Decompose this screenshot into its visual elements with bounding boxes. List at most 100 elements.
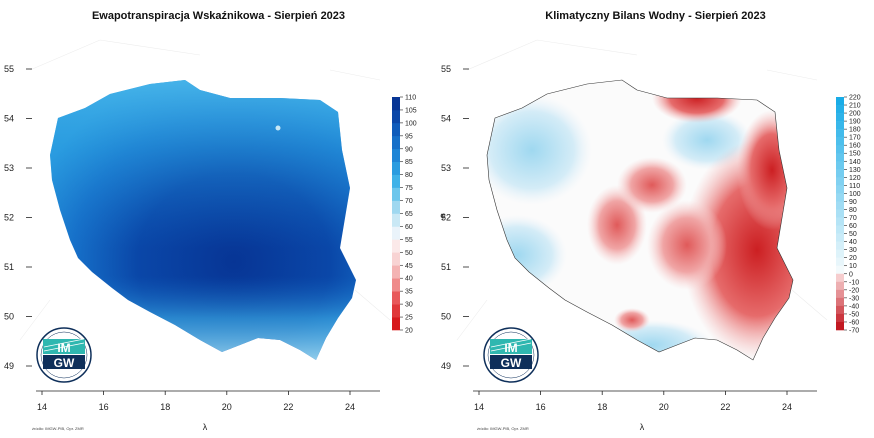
legend-label: 220 bbox=[849, 95, 861, 102]
x-tick-label: 14 bbox=[37, 402, 47, 412]
legend-label: 20 bbox=[405, 328, 413, 335]
legend-swatch bbox=[836, 289, 844, 299]
legend-swatch bbox=[836, 121, 844, 130]
legend-swatch bbox=[392, 265, 400, 279]
legend-label: -20 bbox=[849, 287, 859, 294]
logo-line1: IM bbox=[504, 341, 517, 355]
legend-label: 180 bbox=[849, 127, 861, 134]
legend-label: 200 bbox=[849, 111, 861, 118]
legend-swatch bbox=[836, 185, 844, 194]
legend-label: 210 bbox=[849, 103, 861, 110]
legend-swatch bbox=[392, 174, 400, 188]
legend-label: 170 bbox=[849, 135, 861, 142]
legend-swatch bbox=[392, 135, 400, 150]
logo-line2: GW bbox=[501, 356, 522, 370]
legend-label: 40 bbox=[405, 276, 413, 283]
legend-swatch bbox=[836, 169, 844, 178]
legend-swatch bbox=[836, 217, 844, 226]
legend-swatch bbox=[836, 297, 844, 307]
legend-label: 35 bbox=[405, 289, 413, 296]
x-tick-label: 14 bbox=[474, 402, 484, 412]
legend-label: 25 bbox=[405, 315, 413, 322]
legend-swatch bbox=[836, 105, 844, 114]
x-tick-label: 16 bbox=[99, 402, 109, 412]
legend-label: -50 bbox=[849, 311, 859, 318]
y-tick-label: 51 bbox=[441, 262, 451, 272]
legend-swatch bbox=[392, 278, 400, 292]
legend-label: 110 bbox=[849, 183, 860, 190]
legend-swatch bbox=[392, 187, 400, 201]
legend-label: -30 bbox=[849, 295, 859, 302]
legend-label: 30 bbox=[405, 302, 413, 309]
legend-label: 190 bbox=[849, 119, 861, 126]
legend-swatch bbox=[392, 148, 400, 163]
legend-swatch bbox=[392, 109, 400, 124]
legend-label: 50 bbox=[405, 250, 413, 257]
left-credit: źródło: IMGW-PIB, Opr. ZMR bbox=[32, 426, 84, 431]
legend-swatch bbox=[836, 241, 844, 250]
legend-label: 65 bbox=[405, 211, 413, 218]
legend-label: 60 bbox=[849, 223, 857, 230]
y-tick-label: 52 bbox=[4, 213, 14, 223]
legend-label: 140 bbox=[849, 159, 861, 166]
imgw-logo-right: IM GW bbox=[483, 327, 539, 383]
legend-label: 30 bbox=[849, 247, 857, 254]
y-tick-label: 54 bbox=[441, 114, 451, 124]
y-tick-label: 50 bbox=[441, 312, 451, 322]
legend-label: 85 bbox=[405, 159, 413, 166]
right-credit: źródło: IMGW-PIB, Opr. ZMR bbox=[477, 426, 529, 431]
left-y-ticks: 49 50 51 52 53 54 55 bbox=[4, 64, 32, 371]
legend-swatch bbox=[836, 161, 844, 170]
legend-label: 105 bbox=[405, 107, 417, 114]
legend-swatch bbox=[836, 313, 844, 323]
legend-label: 90 bbox=[849, 199, 857, 206]
y-tick-label: 55 bbox=[4, 64, 14, 74]
water-balance-panel: Klimatyczny Bilans Wodny - Sierpień 2023 bbox=[437, 0, 874, 438]
y-tick-label: 53 bbox=[4, 163, 14, 173]
legend-label: 100 bbox=[849, 191, 861, 198]
legend-label: 160 bbox=[849, 143, 861, 150]
x-tick-label: 18 bbox=[160, 402, 170, 412]
legend-label: 55 bbox=[405, 237, 413, 244]
right-y-axis-label: φ bbox=[440, 211, 445, 220]
y-tick-label: 55 bbox=[441, 64, 451, 74]
y-tick-label: 53 bbox=[441, 163, 451, 173]
legend-label: 0 bbox=[849, 271, 853, 278]
legend-label: 90 bbox=[405, 146, 413, 153]
legend-label: 60 bbox=[405, 224, 413, 231]
legend-label: 40 bbox=[849, 239, 857, 246]
y-tick-label: 50 bbox=[4, 312, 14, 322]
legend-label: 70 bbox=[849, 215, 857, 222]
legend-swatch bbox=[836, 193, 844, 202]
logo-line1: IM bbox=[57, 341, 70, 355]
legend-label: 50 bbox=[849, 231, 857, 238]
legend-swatch bbox=[836, 137, 844, 146]
et-legend: 20 25 30 35 40 45 50 55 60 65 70 75 80 85 90 95 100 105 11… bbox=[392, 95, 417, 335]
legend-label: 120 bbox=[849, 175, 861, 182]
legend-label: -40 bbox=[849, 303, 859, 310]
x-tick-label: 18 bbox=[597, 402, 607, 412]
legend-swatch bbox=[836, 201, 844, 210]
legend-swatch bbox=[836, 257, 844, 267]
logo-line2: GW bbox=[54, 356, 75, 370]
left-map-title: Ewapotranspiracja Wskaźnikowa - Sierpień… bbox=[91, 10, 346, 22]
legend-label: 45 bbox=[405, 263, 413, 270]
legend-label: 80 bbox=[849, 207, 857, 214]
legend-swatch bbox=[392, 97, 400, 111]
legend-label: 75 bbox=[405, 185, 413, 192]
legend-label: -10 bbox=[849, 279, 859, 286]
legend-swatch bbox=[836, 145, 844, 154]
legend-swatch bbox=[836, 273, 844, 283]
legend-swatch bbox=[836, 177, 844, 186]
legend-label: 80 bbox=[405, 172, 413, 179]
legend-swatch bbox=[392, 213, 400, 227]
legend-swatch bbox=[836, 249, 844, 258]
right-x-ticks: 14 16 18 20 22 24 bbox=[474, 391, 792, 412]
legend-swatch bbox=[836, 233, 844, 242]
legend-swatch bbox=[392, 161, 400, 175]
legend-swatch bbox=[836, 97, 844, 106]
legend-swatch bbox=[836, 129, 844, 138]
legend-swatch bbox=[392, 200, 400, 214]
legend-swatch bbox=[836, 209, 844, 218]
